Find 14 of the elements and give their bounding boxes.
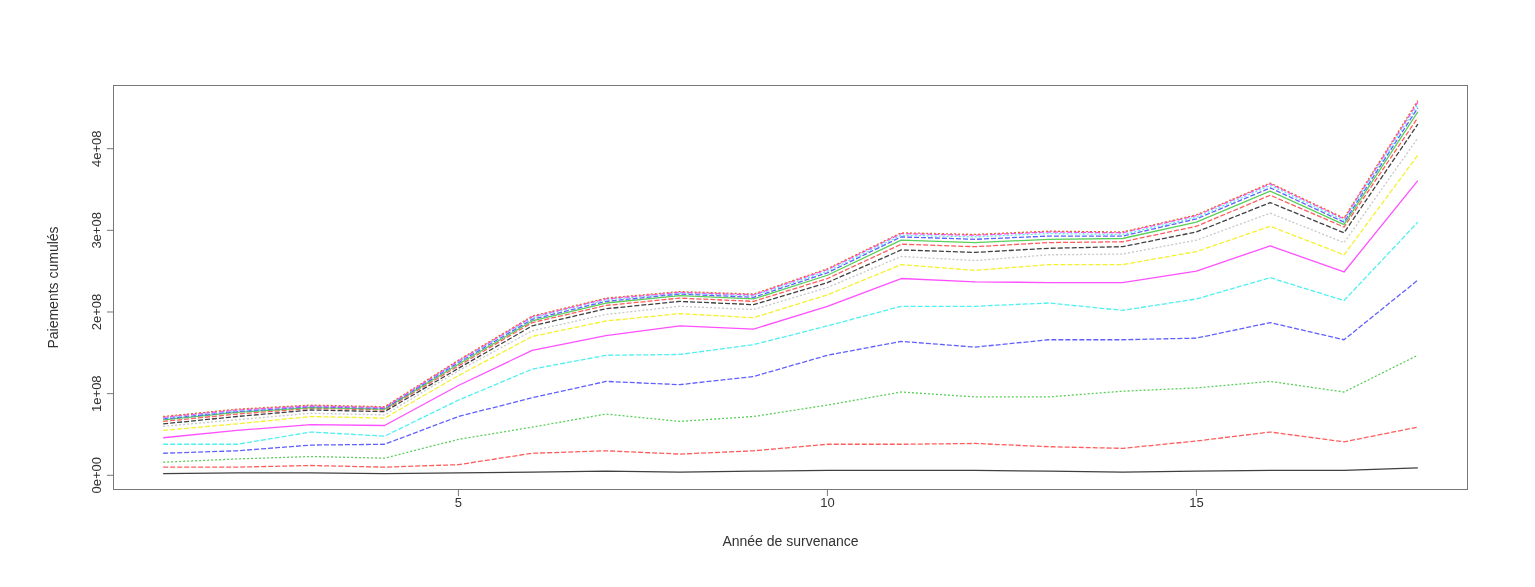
x-tick-label: 15	[1189, 495, 1204, 511]
x-axis-title: Année de survenance	[722, 533, 859, 549]
line-series	[162, 221, 1419, 445]
x-tick-label: 5	[454, 495, 463, 511]
y-tick-label: 2e+08	[89, 293, 104, 331]
y-axis-title: Paiements cumulés	[44, 226, 61, 349]
x-tick-label: 10	[820, 495, 835, 511]
line-series	[162, 426, 1419, 468]
y-tick-label: 3e+08	[89, 212, 104, 249]
y-tick-label: 0e+00	[89, 457, 104, 494]
y-tick-label: 4e+08	[89, 130, 104, 167]
line-series	[162, 279, 1419, 454]
line-series	[162, 354, 1419, 463]
y-tick-label: 1e+08	[89, 375, 104, 412]
